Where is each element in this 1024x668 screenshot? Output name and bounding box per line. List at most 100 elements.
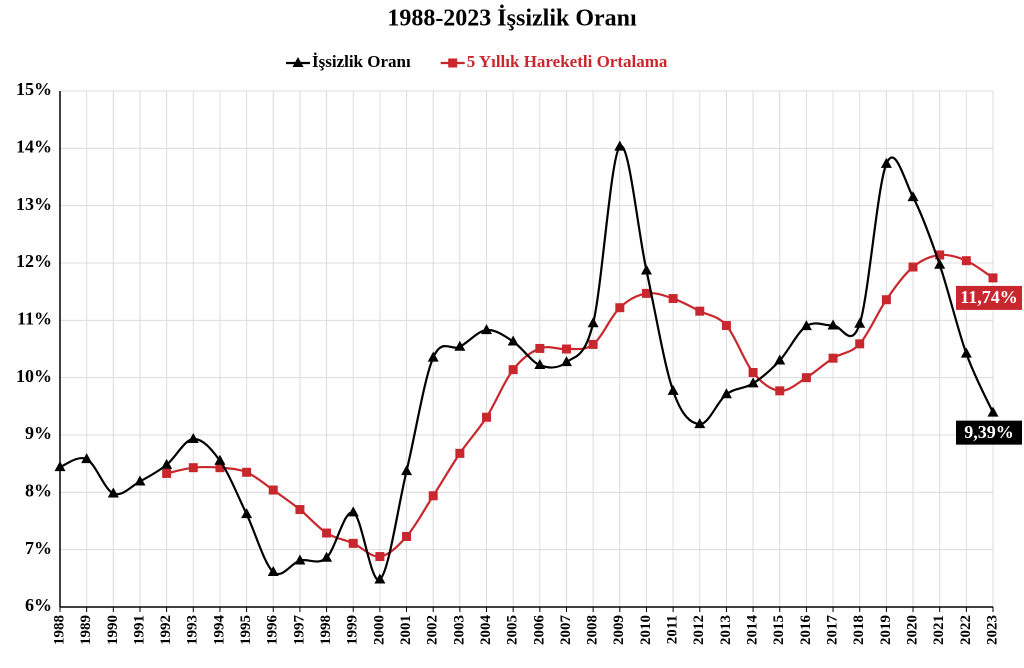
x-tick-label: 2022 [958,615,974,645]
marker [534,359,546,370]
marker [54,461,66,472]
marker [292,57,304,67]
marker [587,317,599,328]
marker [535,343,545,353]
marker [960,347,972,358]
marker [242,467,252,477]
marker [107,487,119,498]
x-tick-label: 2021 [931,615,947,645]
x-tick-label: 2000 [371,615,387,645]
x-tick-label: 2002 [425,615,441,645]
marker [561,344,571,354]
marker [988,273,998,283]
value-label-box [956,420,1022,445]
marker [294,554,306,565]
x-tick-label: 2007 [558,615,574,646]
x-tick-label: 1988 [51,615,67,645]
marker [560,356,572,367]
marker [187,433,199,444]
x-tick-label: 2016 [798,615,814,646]
x-tick-label: 1996 [265,615,281,646]
x-tick-label: 2017 [824,615,840,646]
x-tick-label: 2001 [398,615,414,645]
marker [322,528,332,538]
marker [800,320,812,331]
y-tick-label: 6% [25,595,52,615]
marker [961,256,971,266]
marker [614,140,626,151]
marker [295,505,305,515]
marker [667,384,679,395]
marker [455,448,465,458]
y-tick-label: 7% [25,538,52,558]
x-tick-label: 2015 [771,615,787,645]
marker [987,406,999,417]
value-label: 9,39% [964,422,1014,442]
marker [214,454,226,465]
value-label-box [956,285,1022,310]
x-tick-label: 1993 [185,615,201,645]
series-line [166,253,994,558]
chart-title: 1988-2023 İşsizlik Oranı [387,6,637,32]
marker [134,475,146,486]
marker [721,320,731,330]
x-tick-label: 2020 [904,615,920,645]
marker [695,306,705,316]
marker [161,458,173,469]
y-tick-label: 12% [16,251,52,271]
x-tick-label: 2008 [585,615,601,645]
marker [374,573,386,584]
x-tick-label: 1997 [291,615,307,646]
marker [321,551,333,562]
x-tick-label: 2006 [531,615,547,646]
marker [508,365,518,375]
marker [348,538,358,548]
marker [828,353,838,363]
y-tick-label: 13% [16,194,52,214]
y-tick-label: 14% [16,136,52,156]
marker [880,157,892,168]
marker [454,340,466,351]
marker [401,465,413,476]
marker [640,264,652,275]
x-tick-label: 2023 [984,615,1000,645]
marker [188,463,198,473]
marker [907,191,919,202]
value-label: 11,74% [960,287,1018,307]
marker [402,531,412,541]
x-tick-label: 1998 [318,615,334,645]
legend-label: İşsizlik Oranı [312,52,411,71]
x-tick-label: 2012 [691,615,707,645]
x-tick-label: 2010 [638,615,654,645]
x-tick-label: 2011 [665,615,681,644]
marker [162,468,172,478]
marker [881,295,891,305]
marker [855,339,865,349]
x-tick-label: 1989 [78,615,94,645]
x-tick-label: 2004 [478,615,494,646]
marker [935,250,945,260]
marker [375,552,385,562]
marker [448,58,458,68]
marker [775,386,785,396]
series-line [59,145,995,581]
x-tick-label: 1999 [345,615,361,645]
x-tick-label: 1995 [238,615,254,645]
x-tick-label: 2019 [878,615,894,645]
x-tick-label: 2013 [718,615,734,645]
y-tick-label: 9% [25,423,52,443]
marker [482,412,492,422]
x-tick-label: 1992 [158,615,174,645]
legend-label: 5 Yıllık Hareketli Ortalama [467,52,668,71]
marker [720,388,732,399]
marker [428,491,438,501]
marker [774,354,786,365]
x-tick-label: 1994 [211,615,227,646]
y-tick-label: 15% [16,79,52,99]
y-tick-label: 8% [25,480,52,500]
marker [854,317,866,328]
marker [241,508,253,519]
marker [215,463,225,473]
x-tick-label: 2009 [611,615,627,645]
